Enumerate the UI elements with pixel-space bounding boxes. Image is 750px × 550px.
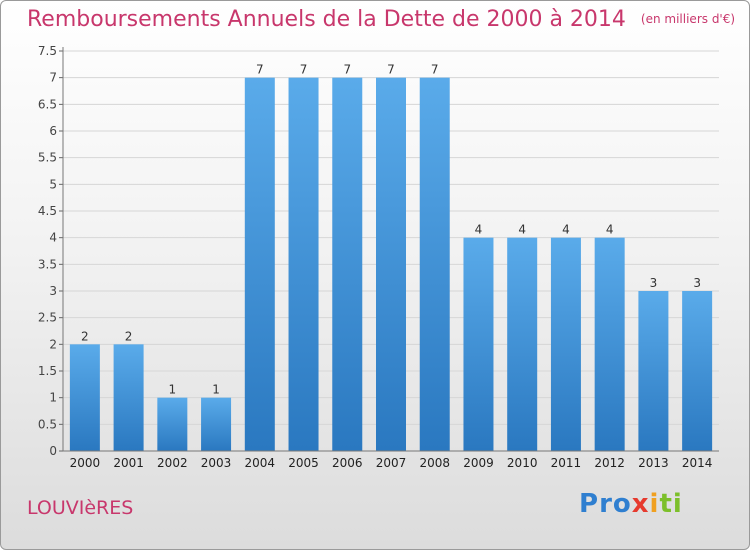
x-tick-label: 2010 (507, 456, 538, 470)
x-tick-label: 2013 (638, 456, 669, 470)
y-tick-label: 2.5 (38, 311, 57, 325)
y-tick-label: 2 (49, 337, 57, 351)
data-label-2000: 2 (81, 329, 89, 343)
data-label-2003: 1 (212, 383, 220, 397)
data-label-2002: 1 (169, 383, 177, 397)
axes (62, 47, 719, 452)
bar-2003 (201, 397, 232, 451)
bar-2007 (376, 77, 406, 452)
data-label-2007: 7 (387, 63, 395, 77)
y-tick-label: 3.5 (38, 257, 57, 271)
y-tick-label: 5 (49, 177, 57, 191)
data-label-2013: 3 (650, 276, 658, 290)
x-tick-label: 2006 (332, 456, 363, 470)
bars: 2 2 1 1 7 7 7 7 7 4 4 4 4 3 3 (69, 63, 713, 452)
data-label-2010: 4 (518, 223, 526, 237)
city-name: LOUVIèRES (27, 497, 134, 519)
y-tick-label: 7.5 (38, 44, 57, 58)
bar-2001 (113, 344, 144, 451)
data-label-2009: 4 (475, 223, 483, 237)
y-tick-label: 6.5 (38, 97, 57, 111)
x-tick-label: 2007 (376, 456, 407, 470)
bar-2004 (244, 77, 275, 452)
data-label-2014: 3 (693, 276, 701, 290)
chart-title: Remboursements Annuels de la Dette de 20… (27, 7, 735, 32)
y-axis-ticks: 0 0.5 1 1.5 2 2.5 3 3.5 4 4.5 5 5.5 6 6.5 7 7.5 (38, 44, 63, 458)
data-label-2005: 7 (300, 63, 308, 77)
y-tick-label: 0.5 (38, 417, 57, 431)
x-tick-label: 2001 (113, 456, 144, 470)
logo-letter: i (649, 489, 660, 519)
y-tick-label: 4 (49, 231, 57, 245)
y-tick-label: 3 (49, 284, 57, 298)
bar-2013 (638, 291, 669, 451)
data-label-2004: 7 (256, 63, 264, 77)
x-tick-label: 2012 (594, 456, 625, 470)
x-tick-label: 2005 (288, 456, 319, 470)
logo-letter: i (672, 489, 683, 519)
y-tick-label: 4.5 (38, 204, 57, 218)
bar-2005 (288, 77, 319, 452)
logo-letter: x (631, 489, 650, 519)
x-tick-label: 2000 (70, 456, 101, 470)
y-tick-label: 0 (49, 444, 57, 458)
x-tick-label: 2014 (682, 456, 713, 470)
y-tick-label: 5.5 (38, 151, 57, 165)
bar-2012 (594, 237, 625, 451)
bar-2011 (550, 237, 581, 451)
logo-letter: t (659, 489, 673, 519)
bar-2010 (507, 237, 538, 451)
logo-letter: r (599, 489, 613, 519)
x-tick-label: 2003 (201, 456, 232, 470)
data-label-2012: 4 (606, 223, 614, 237)
y-tick-label: 1.5 (38, 364, 57, 378)
y-tick-label: 7 (49, 71, 57, 85)
bar-2014 (682, 291, 713, 451)
y-tick-label: 6 (49, 124, 57, 138)
x-tick-label: 2008 (419, 456, 450, 470)
data-label-2011: 4 (562, 223, 570, 237)
data-label-2001: 2 (125, 329, 133, 343)
logo-letter: P (579, 489, 600, 519)
bar-2000 (69, 344, 100, 451)
logo-letter: o (612, 489, 632, 519)
x-tick-label: 2011 (551, 456, 582, 470)
bar-2002 (157, 397, 188, 451)
bar-2008 (419, 77, 450, 452)
y-tick-label: 1 (49, 391, 57, 405)
chart-title-text: Remboursements Annuels de la Dette de 20… (27, 7, 626, 32)
bar-2009 (463, 237, 494, 451)
x-axis-ticks: 2000 2001 2002 2003 2004 2005 2006 2007 2008 2009… (70, 456, 713, 470)
data-label-2008: 7 (431, 63, 439, 77)
data-label-2006: 7 (343, 63, 351, 77)
proxiti-logo: Proxiti (579, 489, 683, 519)
x-tick-label: 2009 (463, 456, 494, 470)
bar-2006 (332, 77, 363, 452)
chart-unit: (en milliers d'€) (640, 12, 736, 26)
x-tick-label: 2004 (245, 456, 276, 470)
x-tick-label: 2002 (157, 456, 188, 470)
